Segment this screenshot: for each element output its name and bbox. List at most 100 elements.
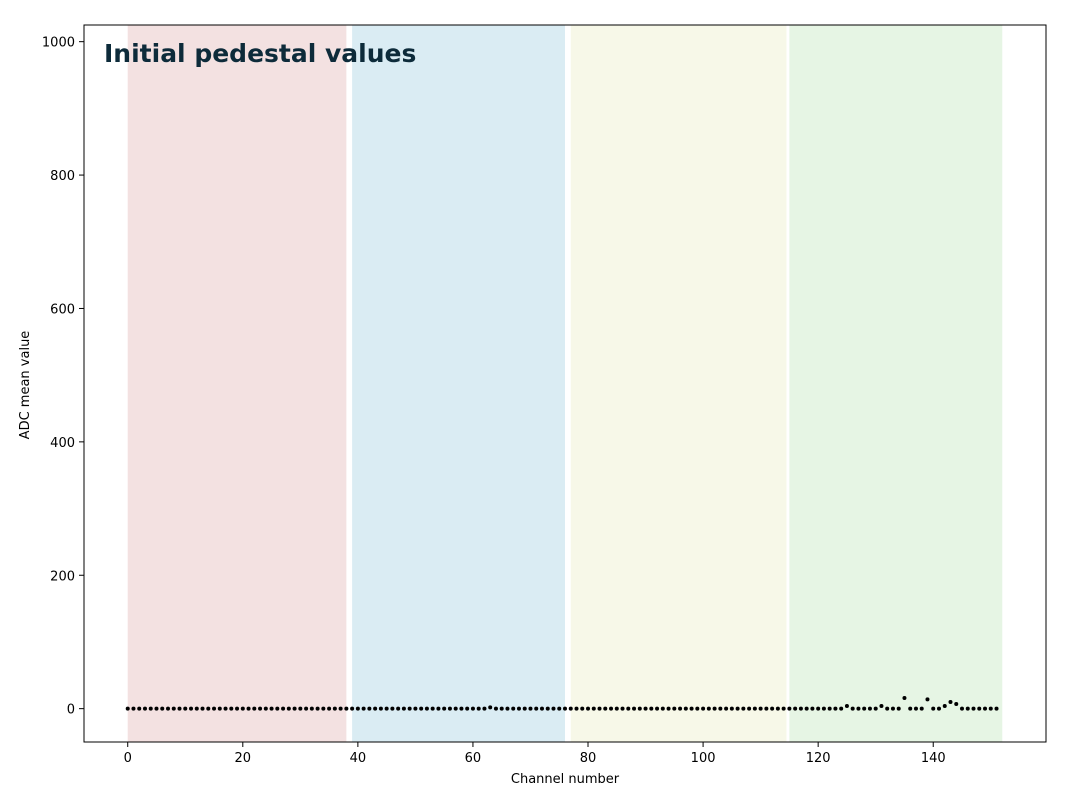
data-point — [252, 706, 257, 711]
data-point — [396, 706, 401, 711]
data-point — [626, 706, 631, 711]
data-point — [867, 706, 872, 711]
x-axis-label: Channel number — [511, 772, 620, 787]
x-tick-label: 80 — [580, 751, 597, 766]
y-tick-label: 400 — [50, 436, 75, 451]
data-point — [401, 706, 406, 711]
data-point — [649, 706, 654, 711]
data-point — [873, 706, 878, 711]
data-point — [660, 706, 665, 711]
data-point — [775, 706, 780, 711]
data-point — [683, 706, 688, 711]
data-point — [424, 706, 429, 711]
data-point — [551, 706, 556, 711]
data-point — [919, 706, 924, 711]
data-point — [516, 706, 521, 711]
data-point — [770, 706, 775, 711]
data-point — [747, 706, 752, 711]
data-point — [327, 706, 332, 711]
data-point — [988, 706, 993, 711]
data-point — [206, 706, 211, 711]
data-point — [821, 706, 826, 711]
data-point — [263, 706, 268, 711]
data-point — [217, 706, 222, 711]
data-point — [160, 706, 165, 711]
y-axis-label: ADC mean value — [18, 331, 33, 440]
data-point — [563, 706, 567, 711]
data-point — [574, 706, 579, 711]
data-point — [672, 706, 677, 711]
data-point — [321, 706, 326, 711]
data-point — [597, 706, 602, 711]
data-point — [545, 706, 550, 711]
data-point — [896, 706, 901, 711]
data-point — [539, 706, 544, 711]
data-point — [844, 703, 849, 708]
data-point — [235, 706, 240, 711]
data-point — [787, 706, 792, 711]
data-point — [465, 706, 470, 711]
data-point — [925, 697, 930, 702]
data-point — [407, 706, 412, 711]
data-point — [954, 701, 959, 706]
data-point — [528, 706, 533, 711]
data-point — [977, 706, 982, 711]
data-point — [591, 706, 596, 711]
data-point — [229, 706, 234, 711]
data-point — [764, 706, 769, 711]
data-point — [154, 706, 159, 711]
data-point — [643, 706, 648, 711]
data-point — [833, 706, 838, 711]
data-point — [522, 706, 527, 711]
plot-frame — [83, 24, 1047, 743]
data-point — [166, 706, 171, 711]
data-point — [804, 706, 809, 711]
data-point — [666, 706, 671, 711]
data-point — [373, 706, 378, 711]
data-point — [286, 706, 291, 711]
data-point — [695, 706, 700, 711]
data-point — [758, 706, 763, 711]
data-point — [936, 706, 941, 711]
data-points — [125, 695, 999, 711]
data-point — [292, 706, 297, 711]
x-tick-label: 40 — [350, 751, 367, 766]
data-point — [505, 706, 510, 711]
data-point — [200, 706, 205, 711]
data-point — [798, 706, 803, 711]
data-point — [338, 706, 343, 711]
y-tick-label: 800 — [50, 169, 75, 184]
data-point — [246, 706, 251, 711]
channel-band-2 — [352, 25, 565, 742]
data-point — [839, 706, 844, 711]
data-point — [879, 703, 884, 708]
data-point — [344, 706, 349, 711]
data-point — [862, 706, 867, 711]
data-point — [332, 706, 337, 711]
data-point — [959, 706, 964, 711]
data-point — [678, 706, 683, 711]
y-tick-label: 600 — [50, 302, 75, 317]
y-tick-label: 200 — [50, 569, 75, 584]
data-point — [632, 706, 637, 711]
data-point — [430, 706, 435, 711]
data-point — [856, 706, 861, 711]
data-point — [275, 706, 280, 711]
data-point — [361, 706, 366, 711]
y-axis-ticks: 0 200 400 600 800 1000 — [42, 36, 84, 718]
data-point — [580, 706, 585, 711]
data-point — [419, 706, 424, 711]
data-point — [885, 706, 890, 711]
data-point — [413, 706, 418, 711]
x-tick-label: 120 — [806, 751, 831, 766]
data-point — [390, 706, 395, 711]
data-point — [447, 706, 452, 711]
data-point — [810, 706, 815, 711]
data-point — [384, 706, 389, 711]
data-point — [177, 706, 182, 711]
data-point — [948, 699, 953, 704]
data-point — [131, 706, 136, 711]
data-point — [436, 706, 441, 711]
data-point — [942, 703, 947, 708]
